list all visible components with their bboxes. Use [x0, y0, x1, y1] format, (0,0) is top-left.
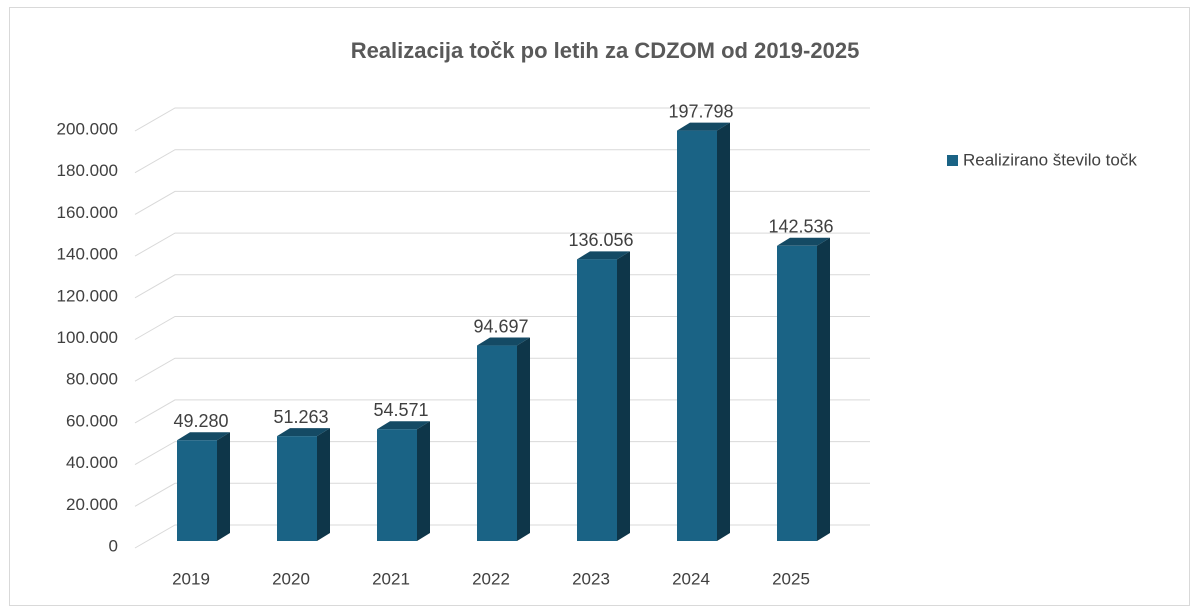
- x-tick-label: 2020: [272, 569, 310, 588]
- grid-line: [134, 399, 870, 424]
- bar-side: [817, 237, 830, 541]
- x-tick-label: 2024: [672, 569, 710, 588]
- bar-side: [617, 251, 630, 541]
- y-tick-label: 40.000: [66, 453, 118, 472]
- grid-line: [134, 274, 870, 299]
- y-tick-label: 0: [109, 536, 118, 555]
- data-label: 49.280: [173, 411, 228, 431]
- bar: [577, 259, 617, 541]
- grid-line: [134, 316, 870, 340]
- y-tick-label: 160.000: [57, 203, 118, 222]
- bar-side: [517, 337, 530, 541]
- chart-title: Realizacija točk po letih za CDZOM od 20…: [351, 38, 860, 63]
- data-label: 54.571: [373, 400, 428, 420]
- bar-side: [217, 432, 230, 541]
- bar-top: [377, 421, 430, 430]
- y-tick-label: 140.000: [57, 245, 118, 264]
- y-tick-label: 20.000: [66, 495, 118, 514]
- x-tick-label: 2025: [772, 569, 810, 588]
- y-tick-label: 180.000: [57, 161, 118, 180]
- bar: [277, 436, 317, 541]
- y-tick-label: 60.000: [66, 411, 118, 430]
- grid-line: [134, 107, 870, 132]
- bar-top: [577, 251, 630, 260]
- bar: [677, 130, 717, 541]
- x-tick-label: 2022: [472, 569, 510, 588]
- bar-top: [177, 432, 230, 441]
- bar-top: [477, 337, 530, 346]
- legend-swatch: [947, 155, 958, 166]
- grid-line: [134, 482, 870, 507]
- data-label: 197.798: [668, 101, 733, 121]
- grid-line: [134, 190, 870, 215]
- x-tick-label: 2019: [172, 569, 210, 588]
- bar-side: [317, 428, 330, 541]
- data-label: 51.263: [273, 407, 328, 427]
- grid-line: [134, 357, 870, 382]
- grid-line: [134, 149, 870, 174]
- y-tick-label: 100.000: [57, 328, 118, 347]
- grid-line: [134, 441, 870, 466]
- y-tick-label: 80.000: [66, 370, 118, 389]
- bar-top: [777, 237, 830, 246]
- bar: [777, 245, 817, 541]
- legend-label: Realizirano število točk: [963, 150, 1137, 169]
- bar: [477, 345, 517, 541]
- grid-line: [134, 232, 870, 257]
- data-label: 94.697: [473, 316, 528, 336]
- bar-top: [277, 428, 330, 437]
- bar-side: [717, 122, 730, 541]
- y-tick-label: 200.000: [57, 119, 118, 138]
- bar: [377, 429, 417, 541]
- bar-side: [417, 421, 430, 541]
- y-tick-label: 120.000: [57, 286, 118, 305]
- x-tick-label: 2023: [572, 569, 610, 588]
- grid-line: [134, 524, 870, 549]
- bar: [177, 440, 217, 541]
- x-tick-label: 2021: [372, 569, 410, 588]
- bar-top: [677, 122, 730, 131]
- data-label: 136.056: [568, 230, 633, 250]
- data-label: 142.536: [768, 217, 833, 237]
